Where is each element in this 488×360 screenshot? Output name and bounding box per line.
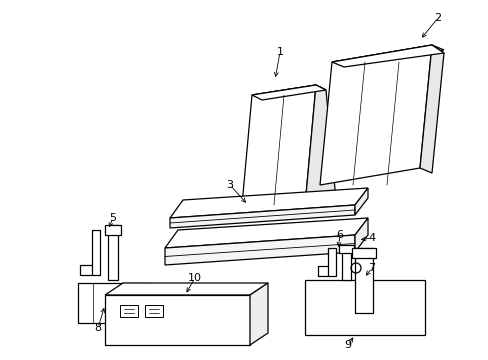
Polygon shape: [305, 280, 424, 335]
Polygon shape: [105, 283, 267, 295]
Polygon shape: [354, 248, 372, 313]
Polygon shape: [331, 45, 443, 67]
Polygon shape: [78, 283, 148, 323]
Polygon shape: [338, 245, 353, 253]
Text: 7: 7: [367, 263, 375, 273]
Polygon shape: [354, 218, 367, 252]
Text: 4: 4: [367, 233, 375, 243]
Text: 10: 10: [187, 273, 202, 283]
Polygon shape: [145, 305, 163, 317]
Text: 1: 1: [276, 47, 283, 57]
Polygon shape: [164, 235, 354, 265]
Text: 2: 2: [433, 13, 441, 23]
Polygon shape: [327, 248, 335, 276]
Polygon shape: [120, 305, 138, 317]
Polygon shape: [170, 188, 367, 218]
Polygon shape: [105, 295, 249, 345]
Text: 8: 8: [94, 323, 102, 333]
Polygon shape: [242, 85, 315, 205]
Polygon shape: [170, 205, 354, 228]
Polygon shape: [341, 245, 350, 280]
Polygon shape: [331, 45, 443, 67]
Polygon shape: [251, 85, 325, 100]
Polygon shape: [164, 218, 367, 248]
Polygon shape: [92, 230, 100, 275]
Polygon shape: [108, 225, 118, 280]
Polygon shape: [249, 283, 267, 345]
Text: 6: 6: [336, 230, 343, 240]
Polygon shape: [251, 85, 325, 100]
Polygon shape: [319, 45, 431, 185]
Polygon shape: [351, 248, 375, 258]
Polygon shape: [105, 225, 121, 235]
Polygon shape: [419, 45, 443, 173]
Text: 3: 3: [226, 180, 233, 190]
Polygon shape: [354, 188, 367, 215]
Polygon shape: [305, 85, 335, 200]
Text: 5: 5: [109, 213, 116, 223]
Text: 9: 9: [344, 340, 351, 350]
